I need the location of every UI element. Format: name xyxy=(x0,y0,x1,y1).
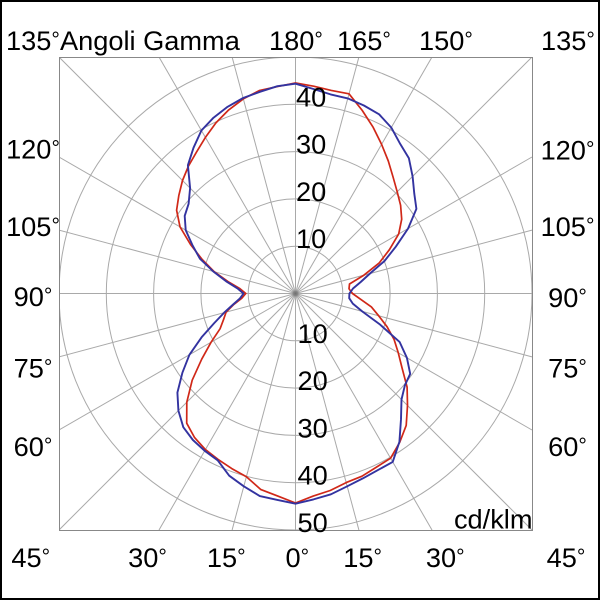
svg-text:15°: 15° xyxy=(207,542,246,573)
svg-text:20: 20 xyxy=(296,176,326,207)
svg-text:50: 50 xyxy=(298,507,328,538)
svg-text:120°: 120° xyxy=(541,135,595,166)
svg-text:90°: 90° xyxy=(14,281,53,312)
svg-text:10: 10 xyxy=(298,318,328,349)
svg-text:90°: 90° xyxy=(548,282,587,313)
svg-text:30: 30 xyxy=(298,412,328,443)
svg-text:165°: 165° xyxy=(337,25,391,56)
svg-text:Angoli Gamma: Angoli Gamma xyxy=(60,25,241,56)
svg-text:75°: 75° xyxy=(548,353,587,384)
svg-text:40: 40 xyxy=(296,81,326,112)
svg-text:60°: 60° xyxy=(548,431,587,462)
svg-text:cd/klm: cd/klm xyxy=(454,504,533,535)
svg-text:20: 20 xyxy=(298,365,328,396)
svg-text:30°: 30° xyxy=(426,542,465,573)
svg-text:10: 10 xyxy=(296,223,326,254)
svg-text:120°: 120° xyxy=(6,134,60,165)
svg-text:40: 40 xyxy=(298,460,328,491)
svg-text:15°: 15° xyxy=(343,542,382,573)
svg-text:60°: 60° xyxy=(14,431,53,462)
svg-text:0°: 0° xyxy=(285,542,309,573)
svg-text:30°: 30° xyxy=(128,542,167,573)
svg-text:180°: 180° xyxy=(269,25,323,56)
svg-text:105°: 105° xyxy=(6,211,60,242)
svg-text:45°: 45° xyxy=(11,542,50,573)
svg-text:45°: 45° xyxy=(547,542,586,573)
svg-text:105°: 105° xyxy=(541,211,595,242)
svg-text:150°: 150° xyxy=(419,25,473,56)
svg-text:75°: 75° xyxy=(14,353,53,384)
svg-text:135°: 135° xyxy=(6,25,60,56)
svg-text:135°: 135° xyxy=(541,25,595,56)
svg-text:30: 30 xyxy=(296,129,326,160)
